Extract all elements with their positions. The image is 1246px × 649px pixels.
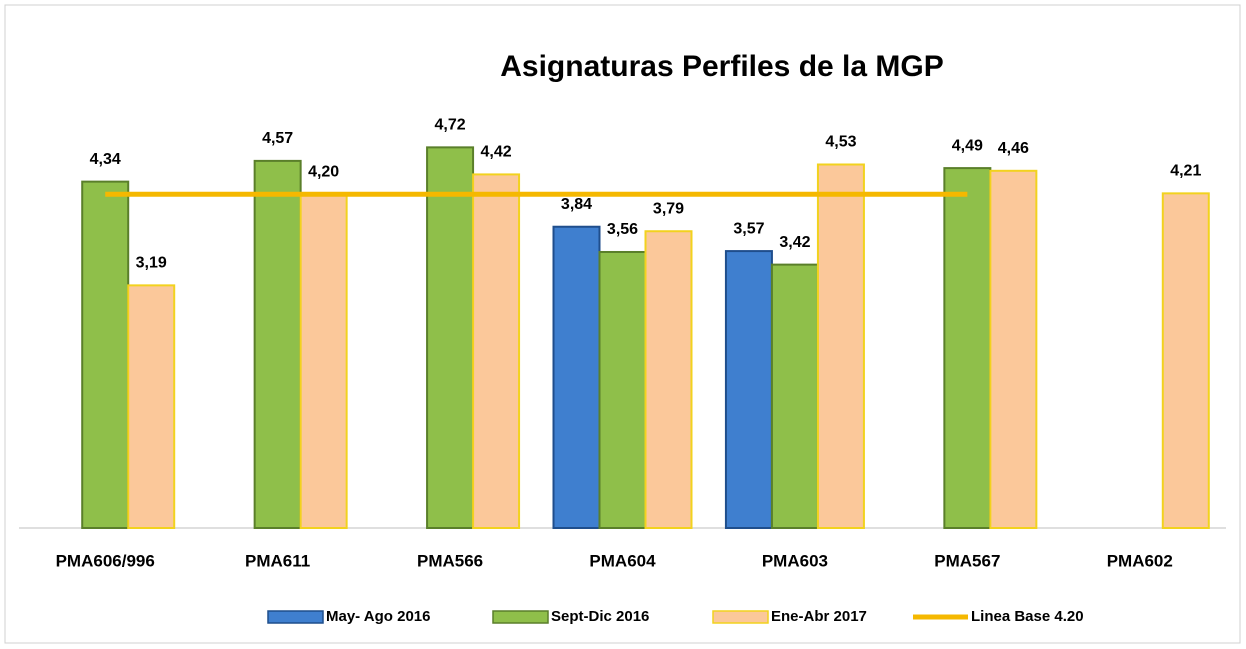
bar: [724, 250, 773, 529]
data-label: 4,20: [308, 163, 339, 180]
bar: [989, 169, 1038, 529]
chart-title: Asignaturas Perfiles de la MGP: [500, 50, 943, 83]
x-tick-label: PMA611: [245, 551, 310, 570]
legend-label: Ene-Abr 2017: [771, 608, 867, 625]
data-label: 3,57: [733, 220, 764, 237]
data-label: 4,72: [435, 117, 466, 134]
data-label: 4,42: [481, 144, 512, 161]
x-tick-label: PMA603: [762, 551, 828, 570]
legend-label: Sept-Dic 2016: [551, 608, 649, 625]
x-tick-label: PMA566: [417, 551, 483, 570]
bar: [253, 159, 302, 530]
data-label: 3,19: [136, 255, 167, 272]
data-label: 4,34: [90, 151, 121, 168]
legend-swatch: [267, 610, 324, 624]
bar: [426, 146, 475, 530]
data-label: 3,42: [779, 234, 810, 251]
x-tick-label: PMA606/996: [56, 551, 155, 570]
legend-swatch: [492, 610, 549, 624]
bar: [598, 250, 647, 529]
bar: [770, 263, 819, 529]
bar: [299, 193, 348, 529]
legend-label: Linea Base 4.20: [971, 608, 1084, 625]
data-label: 4,53: [825, 134, 856, 151]
bar: [816, 163, 865, 530]
data-label: 3,56: [607, 221, 638, 238]
data-label: 4,49: [952, 137, 983, 154]
data-label: 4,46: [998, 140, 1029, 157]
data-label: 3,84: [561, 196, 592, 213]
x-tick-label: PMA604: [589, 551, 656, 570]
legend-label: May- Ago 2016: [326, 608, 430, 625]
bar: [81, 180, 130, 530]
bar: [943, 167, 992, 530]
bar: [1161, 192, 1210, 529]
x-tick-label: PMA602: [1107, 551, 1173, 570]
bar: [472, 173, 521, 530]
data-label: 4,21: [1170, 163, 1201, 180]
bar: [127, 284, 176, 529]
bar: [644, 230, 693, 529]
data-label: 3,79: [653, 200, 684, 217]
bar: [552, 225, 601, 529]
data-label: 4,57: [262, 130, 293, 147]
legend-swatch: [712, 610, 769, 624]
x-tick-label: PMA567: [934, 551, 1000, 570]
